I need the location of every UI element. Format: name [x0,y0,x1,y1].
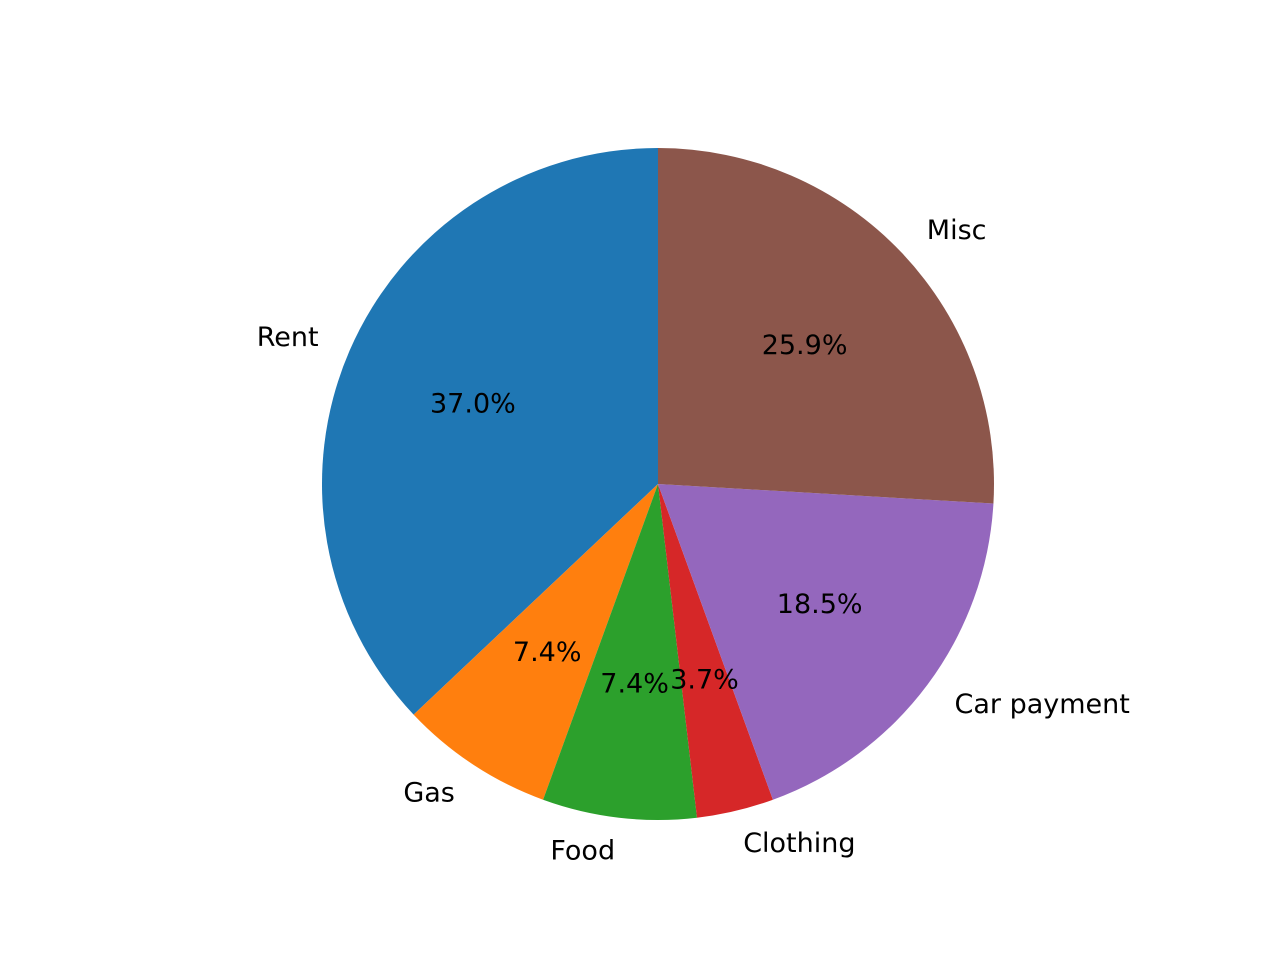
slice-label-food: Food [550,836,615,867]
pie-labels: Rent 37.0% Gas 7.4% Food 7.4% Clothing 3.7% Car … [257,215,1130,867]
pct-label-misc: 25.9% [762,330,848,361]
pct-label-clothing: 3.7% [670,665,739,696]
pie-slice-clothing [658,484,773,818]
pct-label-gas: 7.4% [513,637,582,668]
pie-slice-rent [321,148,658,715]
pie-slices [321,148,994,821]
slice-label-gas: Gas [403,777,455,808]
pct-label-car-payment: 18.5% [777,589,863,620]
slice-label-car-payment: Car payment [955,689,1130,720]
slice-label-clothing: Clothing [743,828,855,859]
slice-label-misc: Misc [927,215,987,246]
slice-label-rent: Rent [257,322,319,353]
pct-label-rent: 37.0% [430,389,516,420]
pie-slice-misc [658,148,994,504]
pie-slice-car-payment [658,484,994,800]
pie-slice-food [543,484,698,821]
pct-label-food: 7.4% [600,669,669,700]
pie-slice-gas [413,484,658,800]
